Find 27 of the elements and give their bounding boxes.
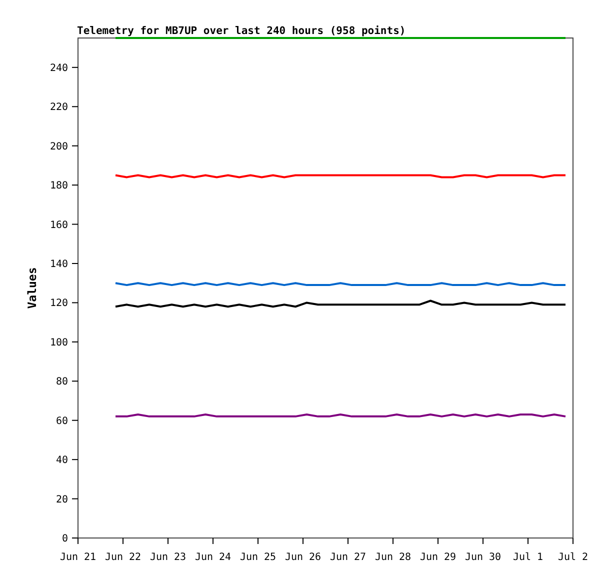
x-tick-label: Jul 1 [512, 552, 544, 563]
x-tick-label: Jun 27 [330, 552, 366, 563]
y-tick-label: 200 [50, 141, 68, 152]
x-tick-label: Jun 28 [374, 552, 412, 563]
y-tick-label: 0 [62, 534, 68, 544]
y-tick-label: 120 [50, 298, 68, 310]
x-tick-label: Jun 23 [150, 552, 186, 563]
y-tick-label: 100 [50, 337, 68, 348]
x-tick-label: Jun 26 [284, 552, 322, 563]
y-tick-label: 180 [50, 180, 68, 192]
y-tick-label: 220 [50, 102, 68, 114]
y-tick-label: 80 [56, 376, 68, 388]
y-tick-label: 60 [56, 416, 68, 427]
y-tick-label: 160 [50, 220, 68, 231]
x-tick-label: Jun 22 [104, 552, 142, 563]
x-tick-label: Jul 2 [558, 552, 588, 563]
x-tick-label: Jun 21 [60, 552, 96, 563]
y-tick-label: 140 [50, 258, 68, 270]
y-tick-label: 40 [56, 455, 68, 466]
x-tick-label: Jun 24 [194, 552, 232, 563]
y-axis-title: Values [25, 267, 39, 309]
chart-title: Telemetry for MB7UP over last 240 hours (958 points) [77, 25, 406, 37]
x-tick-label: Jun 25 [240, 552, 276, 563]
x-tick-label: Jun 29 [420, 552, 456, 563]
y-tick-label: 240 [50, 62, 68, 74]
y-tick-label: 20 [56, 494, 68, 506]
x-tick-label: Jun 30 [464, 552, 502, 563]
